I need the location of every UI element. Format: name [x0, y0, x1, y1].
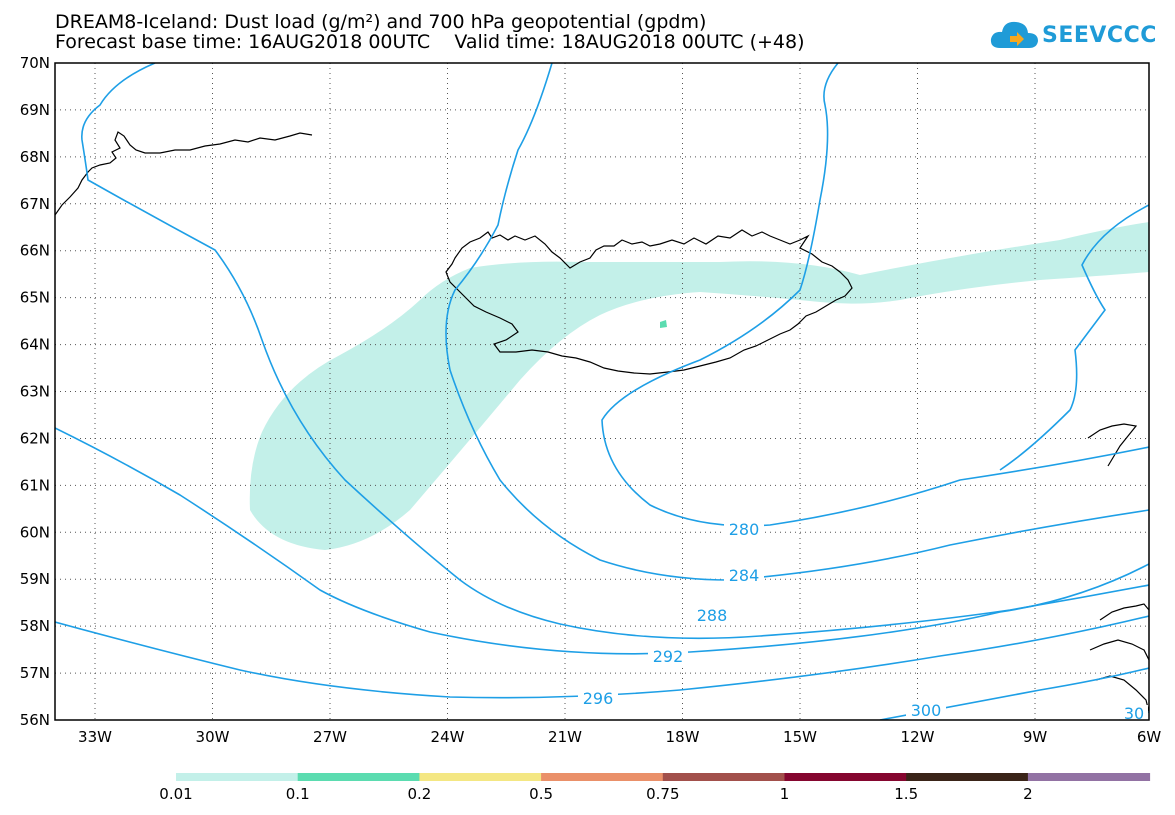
- longitude-tick-label: 15W: [783, 728, 817, 746]
- longitude-tick-label: 30W: [196, 728, 230, 746]
- latitude-tick-label: 59N: [20, 570, 50, 588]
- latitude-tick-label: 60N: [20, 523, 50, 541]
- graticule: [55, 63, 1149, 720]
- map-frame: [54, 62, 1150, 721]
- latitude-tick-label: 63N: [20, 383, 50, 401]
- latitude-tick-label: 57N: [20, 664, 50, 682]
- contour-label-group: 280 284 288 292 296 300 30: [578, 520, 1148, 723]
- colorbar-level-label: 0.5: [529, 785, 554, 803]
- colorbar-swatch: [662, 773, 785, 781]
- colorbar-level-label: 1.5: [894, 785, 919, 803]
- colorbar-swatch: [1027, 773, 1151, 781]
- latitude-labels: 70N 69N 68N 67N 66N 65N 64N 63N 62N 61N 60N 59N 58N 5…: [20, 54, 50, 729]
- geopotential-contours: [55, 63, 1149, 720]
- latitude-tick-label: 56N: [20, 711, 50, 729]
- longitude-tick-label: 24W: [431, 728, 465, 746]
- latitude-tick-label: 66N: [20, 242, 50, 260]
- map-title: DREAM8-Iceland: Dust load (g/m²) and 700…: [55, 11, 707, 33]
- cloud-icon: [990, 21, 1038, 48]
- colorbar-level-label: 0.75: [646, 785, 680, 803]
- longitude-tick-label: 21W: [548, 728, 582, 746]
- longitude-labels: 33W 30W 27W 24W 21W 18W 15W 12W 9W 6W: [78, 728, 1161, 746]
- seevccc-logo: SEEVCCC: [990, 16, 1156, 56]
- longitude-tick-label: 12W: [901, 728, 935, 746]
- contour-label: 288: [697, 606, 728, 625]
- latitude-tick-label: 58N: [20, 617, 50, 635]
- longitude-tick-label: 18W: [666, 728, 700, 746]
- contour-label: 280: [729, 520, 760, 539]
- colorbar-swatch: [419, 773, 542, 781]
- colorbar-swatch: [784, 773, 907, 781]
- colorbar-level-label: 1: [779, 785, 790, 803]
- longitude-tick-label: 27W: [313, 728, 347, 746]
- map-subtitle: Forecast base time: 16AUG2018 00UTC Vali…: [55, 31, 805, 53]
- contour-label: 30: [1124, 704, 1144, 723]
- contour-label: 300: [911, 701, 942, 720]
- latitude-tick-label: 64N: [20, 336, 50, 354]
- colorbar-level-label: 0.1: [285, 785, 310, 803]
- contour-label: 292: [653, 647, 684, 666]
- colorbar-swatch: [906, 773, 1029, 781]
- latitude-tick-label: 70N: [20, 54, 50, 72]
- colorbar-level-label: 0.2: [407, 785, 432, 803]
- colorbar-level-label: 0.01: [159, 785, 193, 803]
- colorbar: [176, 773, 1151, 781]
- dust-load-area: [249, 222, 1149, 550]
- longitude-tick-label: 33W: [78, 728, 112, 746]
- colorbar-swatch: [176, 773, 299, 781]
- logo-text: SEEVCCC: [1042, 23, 1157, 48]
- contour-label: 296: [583, 689, 614, 708]
- latitude-tick-label: 65N: [20, 289, 50, 307]
- latitude-tick-label: 67N: [20, 195, 50, 213]
- colorbar-swatch: [297, 773, 420, 781]
- latitude-tick-label: 62N: [20, 429, 50, 447]
- longitude-tick-label: 9W: [1023, 728, 1048, 746]
- colorbar-level-label: 2: [1023, 785, 1033, 803]
- longitude-tick-label: 6W: [1137, 728, 1162, 746]
- latitude-tick-label: 68N: [20, 148, 50, 166]
- colorbar-swatch: [541, 773, 664, 781]
- latitude-tick-label: 61N: [20, 476, 50, 494]
- latitude-tick-label: 69N: [20, 101, 50, 119]
- contour-label: 284: [729, 566, 760, 585]
